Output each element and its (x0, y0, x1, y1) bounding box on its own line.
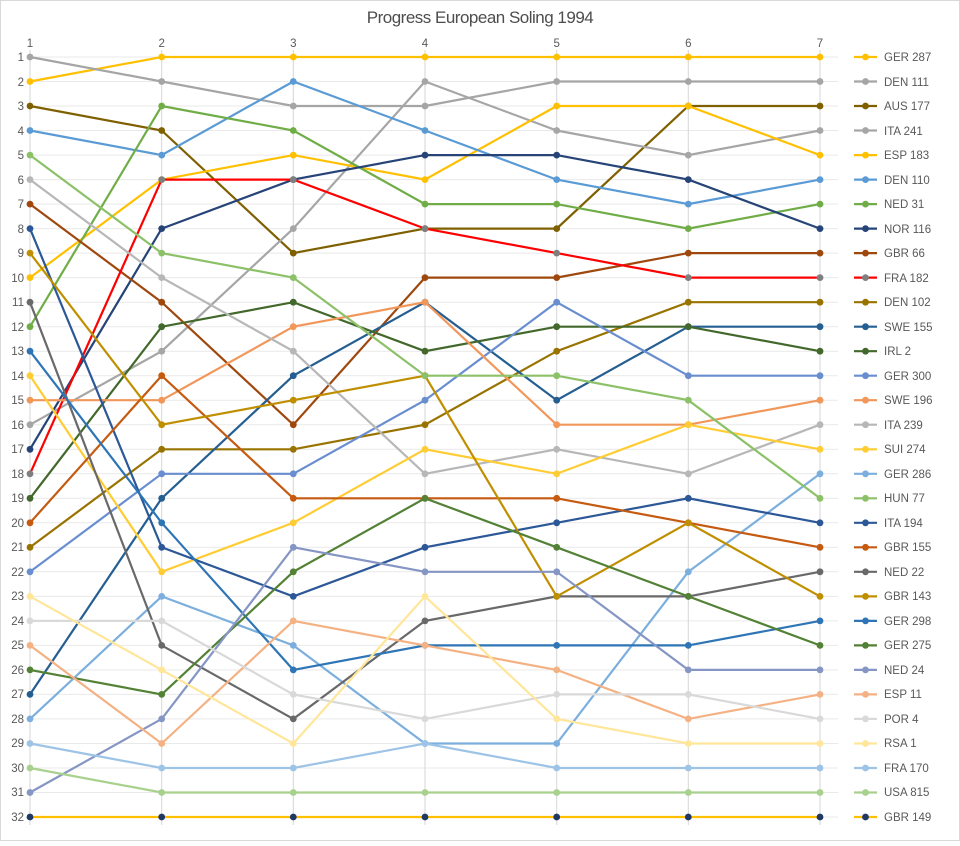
svg-text:Progress European Soling 1994: Progress European Soling 1994 (367, 8, 594, 27)
svg-text:GER 298: GER 298 (884, 616, 931, 628)
svg-text:26: 26 (11, 665, 24, 677)
svg-text:1: 1 (18, 52, 24, 64)
svg-text:25: 25 (11, 640, 24, 652)
svg-text:GER 286: GER 286 (884, 469, 931, 481)
svg-text:6: 6 (18, 175, 24, 187)
svg-text:32: 32 (11, 812, 24, 824)
svg-text:19: 19 (11, 493, 24, 505)
svg-text:GER 287: GER 287 (884, 52, 931, 64)
svg-text:HUN 77: HUN 77 (884, 493, 925, 505)
svg-text:21: 21 (11, 542, 24, 554)
svg-text:RSA 1: RSA 1 (884, 738, 917, 750)
svg-text:4: 4 (422, 38, 429, 50)
svg-text:7: 7 (817, 38, 823, 50)
svg-text:ITA 241: ITA 241 (884, 126, 923, 138)
svg-text:FRA 170: FRA 170 (884, 763, 929, 775)
svg-text:GBR 143: GBR 143 (884, 591, 931, 603)
svg-text:FRA 182: FRA 182 (884, 273, 929, 285)
svg-text:29: 29 (11, 738, 24, 750)
svg-text:10: 10 (11, 273, 24, 285)
svg-text:NED 22: NED 22 (884, 567, 924, 579)
svg-text:5: 5 (553, 38, 559, 50)
svg-text:28: 28 (11, 714, 24, 726)
svg-text:15: 15 (11, 395, 24, 407)
svg-text:13: 13 (11, 346, 24, 358)
svg-text:17: 17 (11, 444, 24, 456)
svg-text:SWE 196: SWE 196 (884, 395, 933, 407)
svg-text:12: 12 (11, 322, 24, 334)
svg-text:ESP 183: ESP 183 (884, 150, 929, 162)
svg-text:NOR 116: NOR 116 (884, 224, 931, 236)
svg-text:GER 275: GER 275 (884, 640, 931, 652)
svg-text:3: 3 (290, 38, 296, 50)
svg-text:SWE 155: SWE 155 (884, 322, 933, 334)
svg-text:ITA 239: ITA 239 (884, 420, 923, 432)
svg-text:USA 815: USA 815 (884, 787, 929, 799)
svg-text:DEN 111: DEN 111 (884, 77, 929, 89)
svg-text:27: 27 (11, 689, 24, 701)
svg-text:ESP 11: ESP 11 (884, 689, 922, 701)
svg-text:GBR 149: GBR 149 (884, 812, 931, 824)
svg-text:7: 7 (18, 199, 24, 211)
svg-text:AUS 177: AUS 177 (884, 101, 930, 113)
svg-text:6: 6 (685, 38, 691, 50)
svg-text:SUI 274: SUI 274 (884, 444, 926, 456)
svg-text:11: 11 (12, 297, 24, 309)
svg-text:DEN 102: DEN 102 (884, 297, 931, 309)
svg-text:1: 1 (27, 38, 33, 50)
svg-text:24: 24 (11, 616, 24, 628)
svg-text:22: 22 (11, 567, 24, 579)
svg-text:GBR 66: GBR 66 (884, 248, 925, 260)
svg-text:DEN 110: DEN 110 (884, 175, 930, 187)
svg-text:8: 8 (18, 224, 24, 236)
svg-text:GER 300: GER 300 (884, 371, 931, 383)
svg-text:ITA 194: ITA 194 (884, 518, 923, 530)
svg-text:16: 16 (11, 420, 24, 432)
svg-text:18: 18 (11, 469, 24, 481)
svg-text:5: 5 (18, 150, 24, 162)
svg-text:NED 24: NED 24 (884, 665, 925, 677)
svg-text:9: 9 (18, 248, 24, 260)
svg-text:IRL 2: IRL 2 (884, 346, 911, 358)
svg-text:POR 4: POR 4 (884, 714, 919, 726)
svg-text:2: 2 (158, 38, 164, 50)
svg-text:30: 30 (11, 763, 24, 775)
svg-text:GBR 155: GBR 155 (884, 542, 931, 554)
svg-text:14: 14 (11, 371, 24, 383)
svg-text:4: 4 (18, 126, 25, 138)
svg-text:31: 31 (11, 787, 24, 799)
svg-text:20: 20 (11, 518, 24, 530)
svg-text:3: 3 (18, 101, 24, 113)
svg-text:2: 2 (18, 77, 24, 89)
svg-text:NED 31: NED 31 (884, 199, 924, 211)
svg-text:23: 23 (11, 591, 24, 603)
